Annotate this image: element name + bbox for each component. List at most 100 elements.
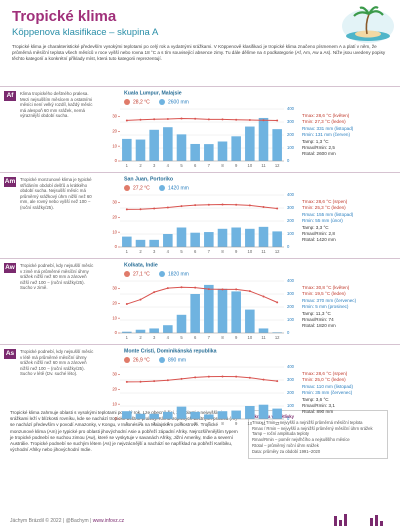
month-label: 10 <box>247 421 252 426</box>
climate-row: As Tropické podnebí, kdy nejsušší měsíc v… <box>0 344 400 429</box>
precip-icon <box>159 185 165 191</box>
precip-icon <box>159 271 165 277</box>
title: Tropické klima <box>12 8 117 25</box>
precip-bar <box>204 284 214 333</box>
mean-temp: 27,1 °C <box>133 271 150 277</box>
stat-line: Rmin: 131 mm (červen) <box>302 132 350 138</box>
palm-illustration <box>342 6 394 43</box>
temp-point <box>207 203 210 206</box>
precip-bar <box>149 328 159 333</box>
precip-bar <box>217 228 228 247</box>
temp-line <box>126 204 278 210</box>
temp-tick-label: 20 <box>112 214 117 219</box>
month-label: 7 <box>208 421 211 426</box>
month-label: 6 <box>194 421 197 426</box>
precip-bar <box>190 294 200 333</box>
station-name: Kolkata, Indie <box>124 262 158 268</box>
temp-point <box>194 376 197 379</box>
temp-point <box>221 118 224 121</box>
temp-point <box>180 205 183 208</box>
climate-chart: Monte Cristi, Dominikánská republika 26,9… <box>112 348 295 426</box>
precip-tick-label: 300 <box>287 119 295 124</box>
precip-tick-label: 100 <box>287 231 295 236</box>
month-label: 12 <box>275 249 280 254</box>
precip-bar <box>149 129 159 161</box>
month-label: 1 <box>126 249 129 254</box>
note-item: Rmax/Rmin – poměr nejvlhčího a nejsuššíh… <box>252 437 350 443</box>
note-item: Tamp – roční amplituda teploty <box>252 431 310 437</box>
precip-bar <box>163 234 173 247</box>
month-label: 7 <box>208 249 211 254</box>
precip-bar <box>176 134 187 161</box>
temp-point <box>194 117 197 120</box>
month-label: 2 <box>139 163 142 168</box>
month-label: 3 <box>153 335 156 340</box>
temp-point <box>153 291 156 294</box>
month-label: 6 <box>194 163 197 168</box>
precip-bar <box>163 127 173 161</box>
precip-bar <box>245 309 255 333</box>
temp-point <box>166 206 169 209</box>
temp-tick-label: 0 <box>115 244 118 249</box>
temp-tick-label: 0 <box>115 158 118 163</box>
total-precip: 2600 mm <box>168 99 189 105</box>
stat-line: Tamp: 1,3 °C <box>302 138 329 144</box>
temp-point <box>276 119 279 122</box>
precip-tick-label: 0 <box>287 416 290 421</box>
precip-bar <box>163 411 173 419</box>
mean-temp: 28,2 °C <box>133 99 150 105</box>
temp-point <box>262 119 265 122</box>
stat-line: Rmax/Rmin: 2,8 <box>302 231 335 237</box>
precip-tick-label: 200 <box>287 132 295 137</box>
temp-point <box>125 208 128 211</box>
temp-tick-label: 10 <box>112 143 117 148</box>
temp-point <box>221 203 224 206</box>
mean-temp: 26,9 °C <box>133 357 150 363</box>
temp-point <box>276 301 279 304</box>
temp-point <box>235 118 238 121</box>
notes-box: Zkratky a vysvětlivky Tmax / Tmin – nejv… <box>248 410 388 459</box>
month-label: 2 <box>139 421 142 426</box>
precip-bar <box>149 413 159 419</box>
temp-icon <box>124 99 130 105</box>
temp-tick-label: 20 <box>112 128 117 133</box>
footer: Jáchym Brázdil © 2022 | @Bachym | www.in… <box>10 518 125 524</box>
precip-bar <box>122 411 132 419</box>
temp-line <box>126 286 278 305</box>
stat-line: Tmin: 19,5 °C (leden) <box>302 291 346 297</box>
month-label: 3 <box>153 249 156 254</box>
precip-bar <box>217 288 228 333</box>
precip-bar <box>190 411 200 419</box>
total-precip: 1420 mm <box>168 185 189 191</box>
month-label: 8 <box>221 421 224 426</box>
month-label: 5 <box>180 163 183 168</box>
month-label: 2 <box>139 249 142 254</box>
precip-bar <box>163 325 173 333</box>
precip-bar <box>245 406 255 419</box>
precip-bar <box>272 332 282 333</box>
temp-point <box>207 118 210 121</box>
temp-tick-label: 20 <box>112 300 117 305</box>
month-label: 5 <box>180 421 183 426</box>
temp-point <box>221 288 224 291</box>
precip-tick-label: 0 <box>287 158 290 163</box>
temp-point <box>153 380 156 383</box>
climate-stats: Tmax: 28,6 °C (srpen) Tmin: 25,0 °C (lede… <box>302 371 394 416</box>
precip-bar <box>135 329 146 333</box>
precip-bar <box>231 227 241 247</box>
temp-icon <box>124 357 130 363</box>
month-label: 2 <box>139 335 142 340</box>
climate-description: Tropické podnebí, kdy nejsušší měsíc v l… <box>20 349 94 377</box>
month-label: 1 <box>126 421 129 426</box>
precip-bar <box>204 414 214 419</box>
climate-stats: Tmax: 28,6 °C (srpen) Tmin: 25,3 °C (lede… <box>302 199 394 244</box>
precip-tick-label: 100 <box>287 145 295 150</box>
temp-icon <box>124 271 130 277</box>
temp-point <box>194 286 197 289</box>
precip-tick-label: 300 <box>287 377 295 382</box>
month-label: 5 <box>180 335 183 340</box>
temp-line <box>126 118 278 121</box>
precip-bar <box>258 404 269 419</box>
